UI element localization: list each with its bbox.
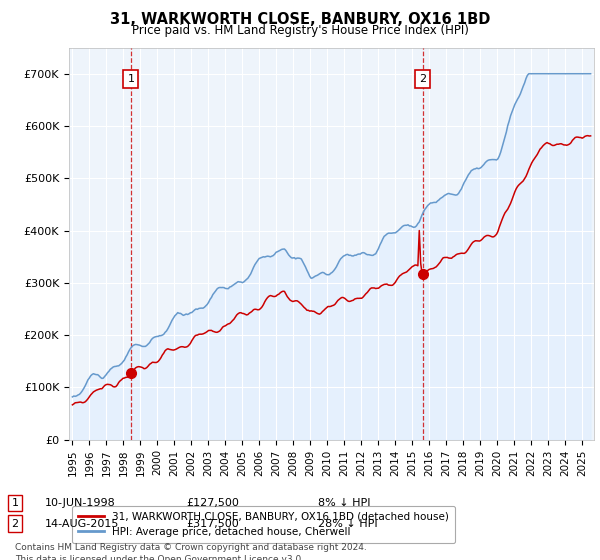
Text: 2: 2 [11,519,19,529]
Text: £127,500: £127,500 [186,498,239,508]
Text: Price paid vs. HM Land Registry's House Price Index (HPI): Price paid vs. HM Land Registry's House … [131,24,469,36]
Text: 8% ↓ HPI: 8% ↓ HPI [318,498,371,508]
Text: £317,500: £317,500 [186,519,239,529]
Text: 31, WARKWORTH CLOSE, BANBURY, OX16 1BD: 31, WARKWORTH CLOSE, BANBURY, OX16 1BD [110,12,490,27]
Legend: 31, WARKWORTH CLOSE, BANBURY, OX16 1BD (detached house), HPI: Average price, det: 31, WARKWORTH CLOSE, BANBURY, OX16 1BD (… [71,506,455,543]
Text: 14-AUG-2015: 14-AUG-2015 [45,519,119,529]
Text: 2: 2 [419,74,427,84]
Text: 1: 1 [127,74,134,84]
Text: Contains HM Land Registry data © Crown copyright and database right 2024.
This d: Contains HM Land Registry data © Crown c… [15,543,367,560]
Text: 28% ↓ HPI: 28% ↓ HPI [318,519,377,529]
Text: 1: 1 [11,498,19,508]
Text: 10-JUN-1998: 10-JUN-1998 [45,498,116,508]
